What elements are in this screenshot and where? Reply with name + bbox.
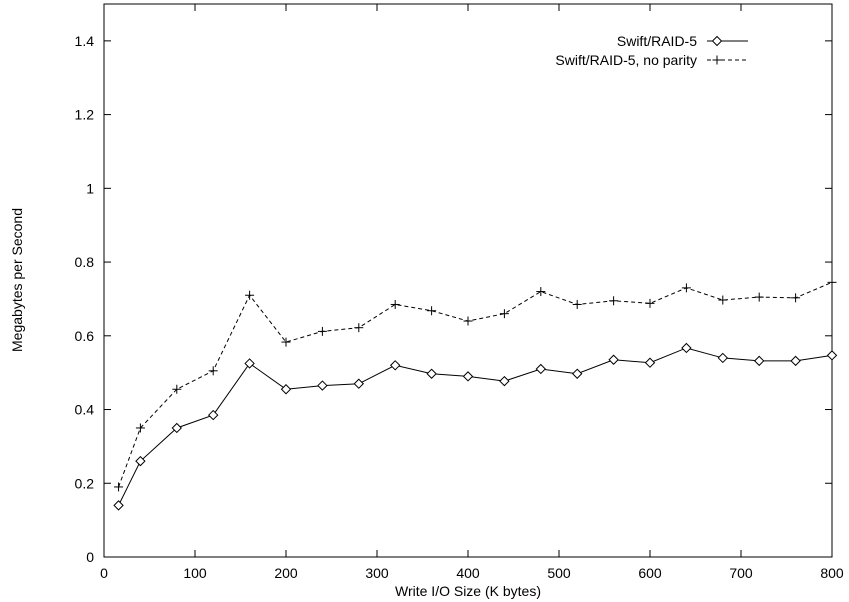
data-point-diamond <box>353 378 365 389</box>
x-tick-label: 400 <box>456 565 480 581</box>
data-point-plus <box>135 423 145 433</box>
data-point-plus <box>827 277 837 287</box>
data-point-diamond <box>717 352 729 364</box>
data-point-diamond <box>790 355 801 367</box>
legend-label: Swift/RAID-5, no parity <box>555 52 697 68</box>
data-point-diamond <box>753 355 765 367</box>
x-tick-label: 200 <box>274 565 298 581</box>
y-axis-label: Megabytes per Second <box>9 208 25 352</box>
data-point-plus <box>427 306 437 316</box>
data-point-plus <box>499 309 509 319</box>
y-tick-label: 0 <box>86 549 94 565</box>
data-point-diamond <box>571 368 583 379</box>
data-point-diamond <box>535 363 547 375</box>
y-tick-label: 0.4 <box>75 402 95 418</box>
data-point-plus <box>645 298 655 308</box>
data-point-diamond <box>389 360 401 371</box>
x-axis-label: Write I/O Size (K bytes) <box>395 583 541 599</box>
x-tick-label: 700 <box>729 565 753 581</box>
x-tick-label: 100 <box>183 565 207 581</box>
series-line <box>118 281 833 488</box>
data-point-diamond <box>171 422 183 434</box>
data-point-diamond <box>462 371 474 382</box>
data-point-diamond <box>426 368 437 379</box>
data-point-plus <box>463 316 473 326</box>
data-point-plus <box>712 55 722 65</box>
data-point-diamond <box>317 380 328 391</box>
data-point-diamond <box>135 455 146 467</box>
y-tick-label: 1.2 <box>75 107 95 123</box>
data-point-plus <box>354 323 364 333</box>
data-point-plus <box>536 287 546 297</box>
data-point-plus <box>245 290 255 300</box>
series-swift-raid5 <box>113 342 838 511</box>
series-swift-raid5-no-parity <box>114 277 837 492</box>
plot-frame <box>103 3 833 558</box>
data-point-plus <box>281 337 291 347</box>
legend: Swift/RAID-5 Swift/RAID-5, no parity <box>555 33 748 68</box>
legend-label: Swift/RAID-5 <box>617 33 697 49</box>
data-point-diamond <box>113 500 124 511</box>
y-tick-label: 0.2 <box>75 475 95 491</box>
data-point-plus <box>208 366 218 376</box>
data-point-diamond <box>244 358 255 369</box>
data-point-diamond <box>608 354 619 365</box>
x-tick-label: 600 <box>638 565 662 581</box>
data-point-plus <box>317 326 327 336</box>
y-tick-label: 1.4 <box>75 33 95 49</box>
axis-ticks: 0 100 200 300 400 500 600 700 800 0 0.2 0.4 0.6 0.8 1 1… <box>75 4 844 581</box>
data-point-diamond <box>711 35 723 47</box>
x-tick-label: 800 <box>820 565 844 581</box>
data-point-diamond <box>499 375 510 387</box>
x-tick-label: 300 <box>365 565 389 581</box>
data-point-diamond <box>681 342 692 354</box>
data-point-plus <box>572 299 582 309</box>
data-point-diamond <box>826 350 838 361</box>
data-point-plus <box>754 292 764 302</box>
data-point-plus <box>718 295 728 305</box>
x-tick-label: 500 <box>547 565 571 581</box>
data-point-diamond <box>280 384 292 395</box>
y-tick-label: 0.6 <box>75 328 95 344</box>
x-tick-label: 0 <box>100 565 108 581</box>
data-point-plus <box>681 283 691 293</box>
data-point-plus <box>390 299 400 309</box>
data-point-diamond <box>207 409 219 421</box>
data-point-diamond <box>644 357 656 368</box>
series-line <box>118 347 833 506</box>
data-point-plus <box>172 384 182 394</box>
data-point-plus <box>791 293 801 303</box>
y-tick-label: 0.8 <box>75 254 95 270</box>
series-layer <box>113 277 838 511</box>
data-point-plus <box>609 296 619 306</box>
y-tick-label: 1 <box>86 180 94 196</box>
data-point-plus <box>114 482 124 492</box>
